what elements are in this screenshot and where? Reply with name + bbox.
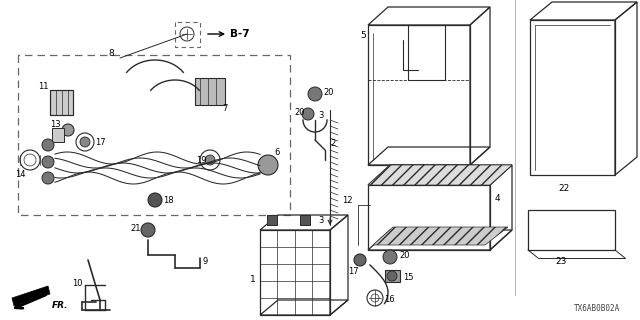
- Polygon shape: [373, 227, 508, 245]
- Circle shape: [80, 137, 90, 147]
- Text: 4: 4: [495, 194, 500, 203]
- Text: 16: 16: [384, 295, 395, 305]
- Circle shape: [141, 223, 155, 237]
- Text: 18: 18: [163, 196, 173, 204]
- Text: B-7: B-7: [230, 29, 250, 39]
- Text: 2: 2: [330, 139, 335, 148]
- Circle shape: [387, 271, 397, 281]
- Text: 17: 17: [95, 138, 106, 147]
- Text: 20: 20: [399, 251, 410, 260]
- Text: 19: 19: [196, 156, 207, 164]
- Text: 21: 21: [130, 223, 141, 233]
- Text: 17: 17: [348, 268, 358, 276]
- Text: 6: 6: [274, 148, 280, 156]
- Text: 3: 3: [318, 110, 323, 119]
- Text: 8: 8: [108, 49, 114, 58]
- Polygon shape: [50, 90, 73, 115]
- Text: TX6AB0B02A: TX6AB0B02A: [573, 304, 620, 313]
- Circle shape: [383, 250, 397, 264]
- Circle shape: [308, 87, 322, 101]
- Text: 22: 22: [558, 183, 569, 193]
- Circle shape: [258, 155, 278, 175]
- Text: 9: 9: [202, 258, 207, 267]
- Text: 23: 23: [555, 258, 566, 267]
- Text: 11: 11: [38, 82, 49, 91]
- Polygon shape: [368, 165, 512, 185]
- Circle shape: [62, 124, 74, 136]
- Text: 12: 12: [342, 196, 353, 204]
- Polygon shape: [12, 286, 50, 306]
- Polygon shape: [385, 270, 400, 282]
- Text: 5: 5: [360, 30, 365, 39]
- Text: FR.: FR.: [52, 300, 68, 309]
- Text: 10: 10: [72, 278, 83, 287]
- Circle shape: [42, 139, 54, 151]
- Circle shape: [205, 155, 215, 165]
- Polygon shape: [267, 215, 277, 225]
- Polygon shape: [52, 128, 64, 142]
- Text: 14: 14: [15, 170, 26, 179]
- Polygon shape: [195, 78, 225, 105]
- Text: 20: 20: [294, 108, 305, 116]
- Text: 15: 15: [403, 274, 413, 283]
- Text: 13: 13: [50, 119, 61, 129]
- Text: 7: 7: [222, 103, 227, 113]
- Circle shape: [302, 108, 314, 120]
- Polygon shape: [300, 215, 310, 225]
- Text: 20: 20: [323, 87, 333, 97]
- Circle shape: [42, 172, 54, 184]
- Text: 3: 3: [318, 215, 323, 225]
- Circle shape: [354, 254, 366, 266]
- Circle shape: [42, 156, 54, 168]
- Circle shape: [148, 193, 162, 207]
- Text: 1: 1: [250, 276, 256, 284]
